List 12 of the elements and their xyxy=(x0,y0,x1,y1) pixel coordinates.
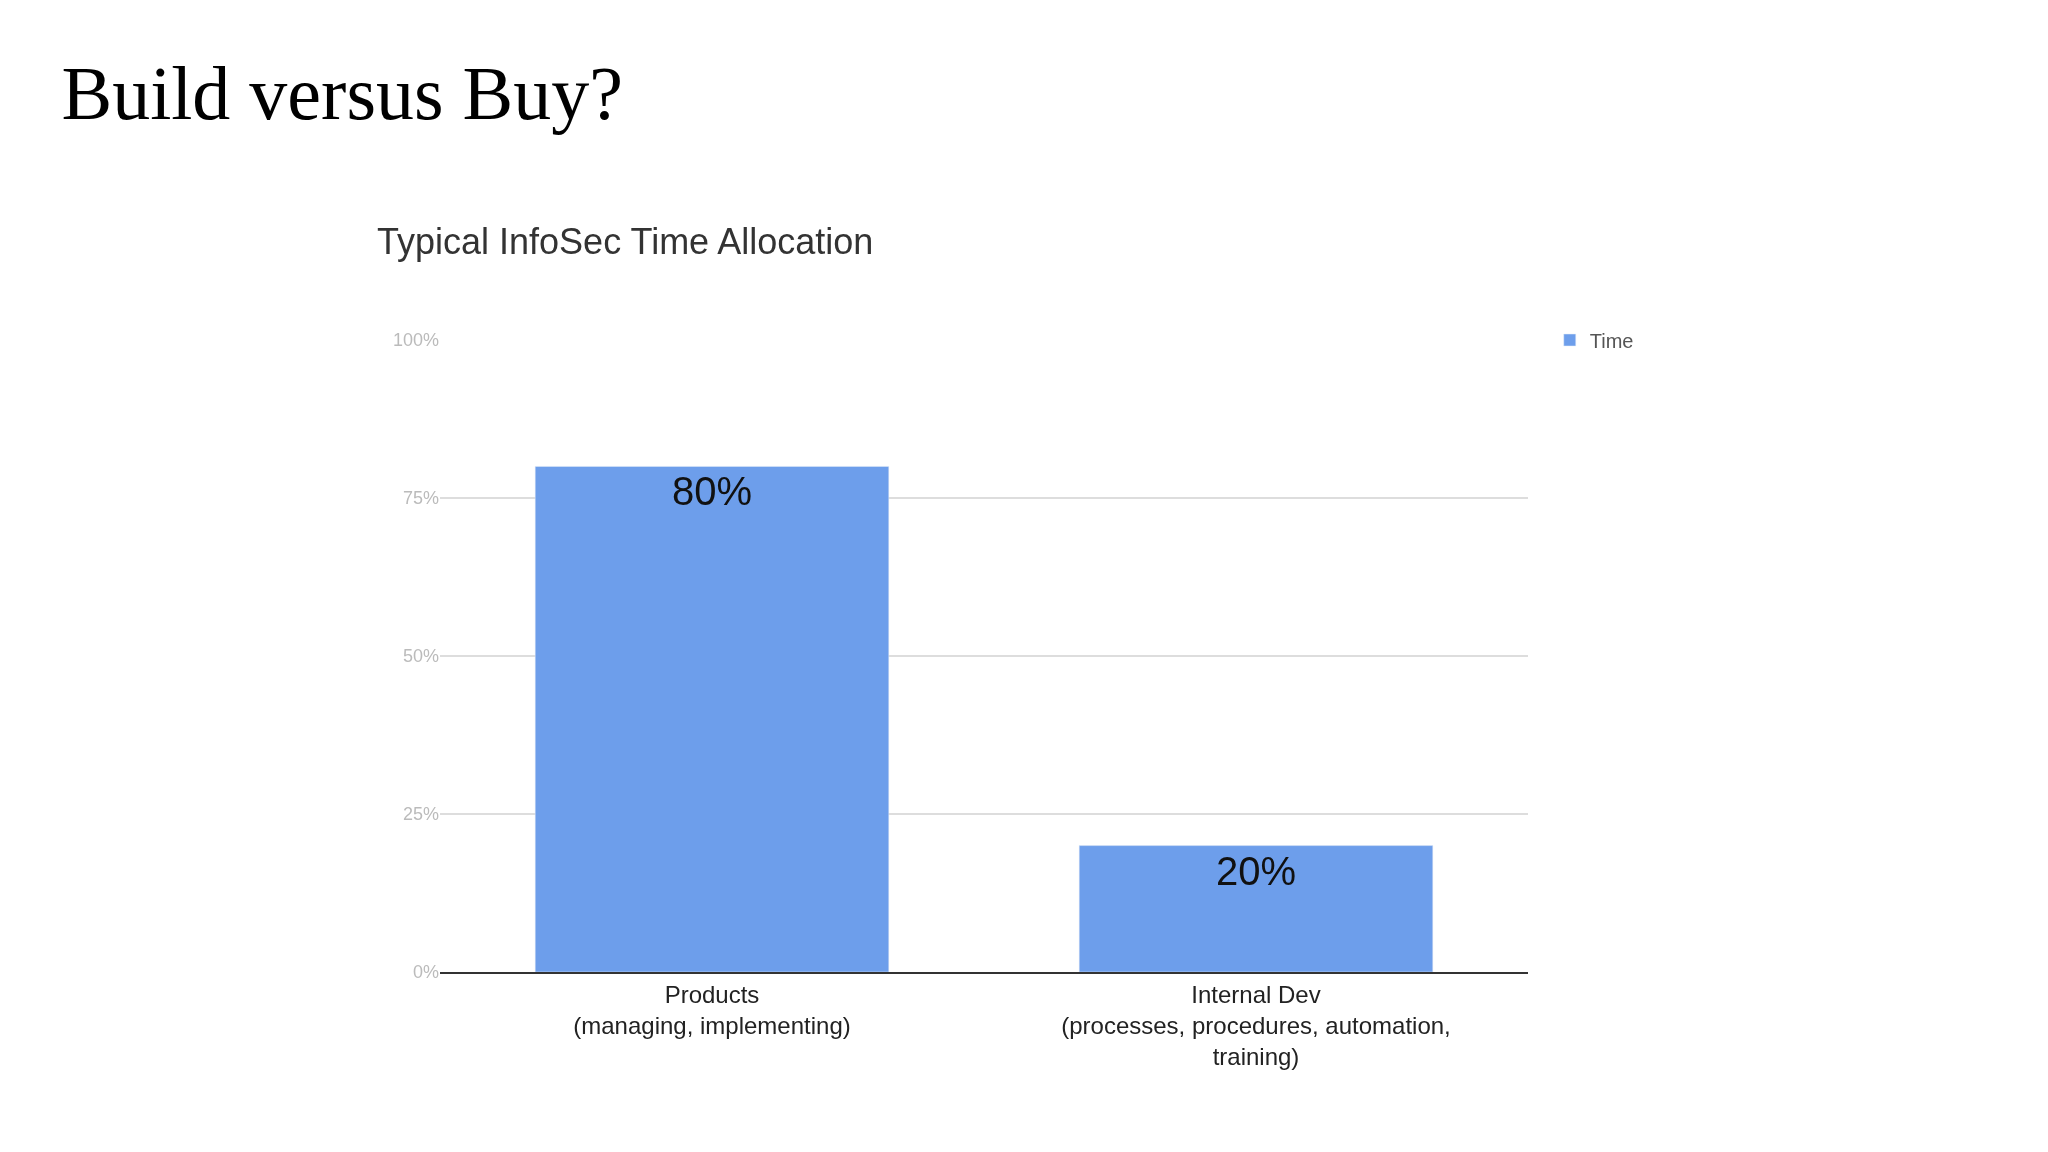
data-label: 20% xyxy=(1215,848,1297,893)
y-tick-label: 0% xyxy=(412,962,439,983)
y-tick-label: 75% xyxy=(402,488,439,509)
x-tick-label: Products (managing, implementing) xyxy=(573,980,851,1039)
chart-subtitle: Typical InfoSec Time Allocation xyxy=(377,221,874,262)
y-tick-label: 25% xyxy=(402,804,439,825)
data-label: 80% xyxy=(671,469,753,514)
x-tick-label: Internal Dev (processes, procedures, automation, training) xyxy=(1061,980,1451,1071)
y-tick-label: 50% xyxy=(402,646,439,667)
chart-title: Build versus Buy? xyxy=(61,50,623,135)
legend-label: Time xyxy=(1589,329,1634,352)
y-tick-label: 100% xyxy=(392,330,439,351)
